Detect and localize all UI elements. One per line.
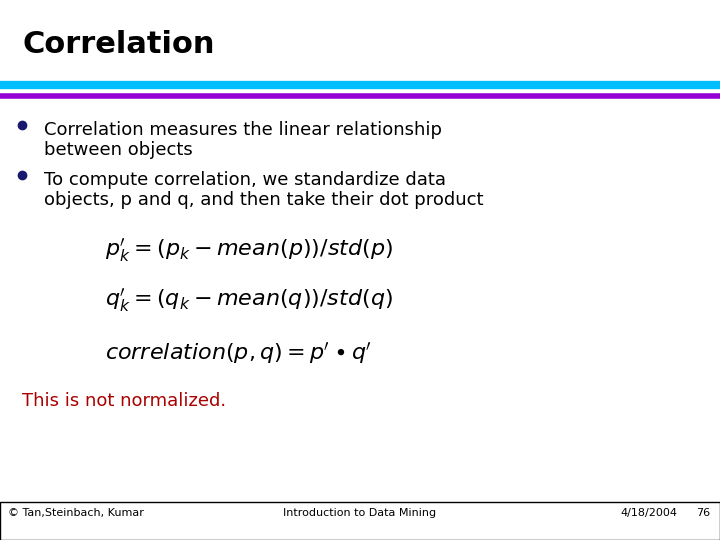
Text: Correlation: Correlation [22,30,215,59]
Text: Introduction to Data Mining: Introduction to Data Mining [284,508,436,518]
Text: © Tan,Steinbach, Kumar: © Tan,Steinbach, Kumar [8,508,144,518]
Text: Correlation measures the linear relationship: Correlation measures the linear relation… [44,121,442,139]
Text: between objects: between objects [44,141,193,159]
Bar [0,502,720,540]
Text: 4/18/2004: 4/18/2004 [620,508,677,518]
Text: $\mathbf{\mathit{q}}_k' = (\mathbf{\mathit{q}}_k - \mathit{mean}(\mathbf{\mathit: $\mathbf{\mathit{q}}_k' = (\mathbf{\math… [105,286,393,314]
Text: $\mathbf{\mathit{p}}_k' = (\mathbf{\mathit{p}}_k - \mathit{mean}(\mathbf{\mathit: $\mathbf{\mathit{p}}_k' = (\mathbf{\math… [105,236,393,264]
Text: To compute correlation, we standardize data: To compute correlation, we standardize d… [44,171,446,189]
Text: objects, p and q, and then take their dot product: objects, p and q, and then take their do… [44,191,484,209]
Text: This is not normalized.: This is not normalized. [22,392,226,410]
Text: 76: 76 [696,508,710,518]
Text: $\mathit{correlation}(\mathbf{\mathit{p}}, \mathbf{\mathit{q}}) = \mathbf{\mathi: $\mathit{correlation}(\mathbf{\mathit{p}… [105,340,372,366]
